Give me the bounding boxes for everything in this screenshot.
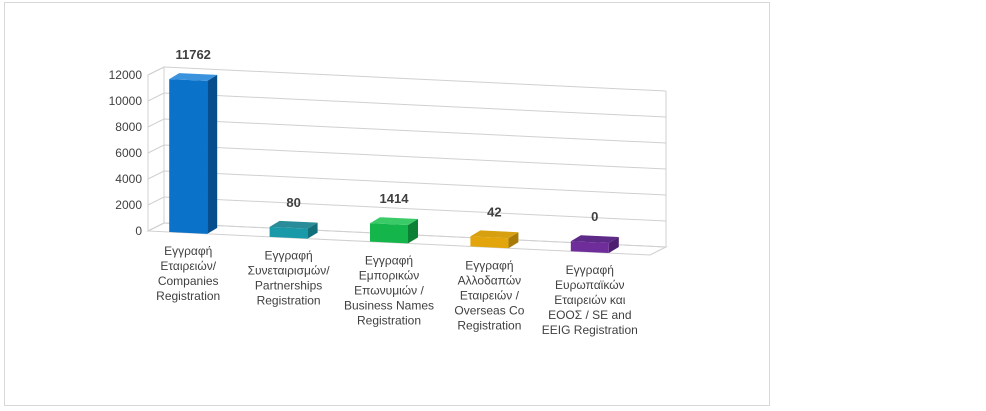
- bar-top: [370, 217, 418, 226]
- category-label-line: Business Names: [344, 299, 434, 313]
- category-label-line: Εγγραφή: [264, 249, 312, 263]
- y-tick-label: 2000: [115, 198, 142, 212]
- category-label-line: Εμπορικών: [359, 269, 419, 283]
- category-label-line: EEIG Registration: [542, 323, 638, 337]
- y-tick-label: 6000: [115, 146, 142, 160]
- gridline: [147, 196, 667, 222]
- bar-front: [470, 236, 509, 249]
- y-tick-label: 10000: [109, 94, 143, 108]
- category-label-line: Συνεταιρισμών/: [248, 264, 331, 278]
- category-label-line: Εγγραφή: [365, 254, 413, 268]
- bar-1: [269, 220, 318, 239]
- bar-2: [370, 217, 418, 244]
- category-label-line: Overseas Co: [454, 303, 524, 317]
- bar-side: [508, 232, 519, 249]
- data-label: 80: [286, 195, 300, 210]
- category-label-line: Εγγραφή: [566, 263, 614, 277]
- bar-top: [169, 73, 218, 81]
- category-label-line: Αλλοδαπών: [458, 273, 522, 287]
- gridline: [147, 170, 667, 196]
- category-label-line: Registration: [156, 289, 220, 303]
- y-axis-ticks: 0 2000 4000 6000 8000 10000 12000: [109, 68, 143, 238]
- bar-4: [570, 235, 619, 254]
- bar-front: [570, 241, 609, 254]
- bar-top: [269, 220, 318, 229]
- category-label-line: Εταιρειών /: [460, 288, 520, 302]
- bar-front: [370, 223, 408, 244]
- category-label-line: Εγγραφή: [164, 244, 212, 258]
- bar-side: [307, 222, 318, 239]
- data-labels: 11762 80 1414 42 0: [175, 47, 598, 224]
- bar-front: [169, 79, 208, 234]
- bar-chart-3d: 0 2000 4000 6000 8000 10000 12000 11762 80 1414 4…: [109, 47, 668, 337]
- bar-0: [169, 73, 218, 234]
- category-labels: Εγγραφή Εταιρειών/Companies RegistrationΕγ…: [156, 244, 638, 337]
- category-label-line: Ευρωπαϊκών: [555, 278, 625, 292]
- category-label-line: Εταιρειών/: [160, 259, 216, 273]
- category-label-line: Registration: [357, 314, 421, 328]
- category-label-line: Εγγραφή: [465, 258, 513, 272]
- bar-side: [408, 219, 418, 244]
- data-label: 11762: [175, 47, 210, 62]
- category-label-line: Registration: [457, 318, 521, 332]
- category-label-line: Εταιρειών και: [554, 293, 626, 307]
- category-label-line: Registration: [257, 294, 321, 308]
- gridline: [147, 66, 667, 92]
- bar-top: [470, 230, 519, 239]
- y-tick-label: 12000: [109, 68, 143, 82]
- category-label-line: Επωνυμιών /: [354, 284, 424, 298]
- data-label: 1414: [380, 191, 410, 206]
- bar-front: [269, 226, 308, 239]
- bar-side: [608, 237, 619, 254]
- y-tick-label: 4000: [115, 172, 142, 186]
- category-label: Εγγραφή Αλλοδαπών Εταιρειών / Overseas Co Re…: [454, 258, 524, 332]
- data-label: 0: [591, 209, 598, 224]
- gridline: [147, 118, 667, 144]
- category-label: Εγγραφή Συνεταιρισμών/Partnerships Registr…: [248, 249, 331, 308]
- category-label: Εγγραφή Εταιρειών/Companies Registration: [156, 244, 220, 303]
- category-label-line: ΕΟΟΣ / SE and: [548, 308, 631, 322]
- category-label: Εγγραφή Ευρωπαϊκών Εταιρειών και ΕΟΟΣ / SE …: [542, 263, 638, 337]
- y-tick-label: 0: [135, 224, 142, 238]
- bar-3: [470, 230, 519, 249]
- gridline: [147, 144, 667, 170]
- chart-frame: 0 2000 4000 6000 8000 10000 12000 11762 80 1414 4…: [4, 2, 770, 406]
- y-tick-label: 8000: [115, 120, 142, 134]
- data-label: 42: [487, 204, 501, 219]
- category-label-line: Partnerships: [255, 279, 322, 293]
- bars: [169, 73, 619, 254]
- bar-top: [570, 235, 619, 244]
- category-label: Εγγραφή Εμπορικών Επωνυμιών / Business Name…: [344, 254, 434, 328]
- category-label-line: Companies: [158, 274, 219, 288]
- bar-side: [207, 74, 218, 234]
- gridlines: [147, 66, 667, 248]
- gridline: [147, 92, 667, 118]
